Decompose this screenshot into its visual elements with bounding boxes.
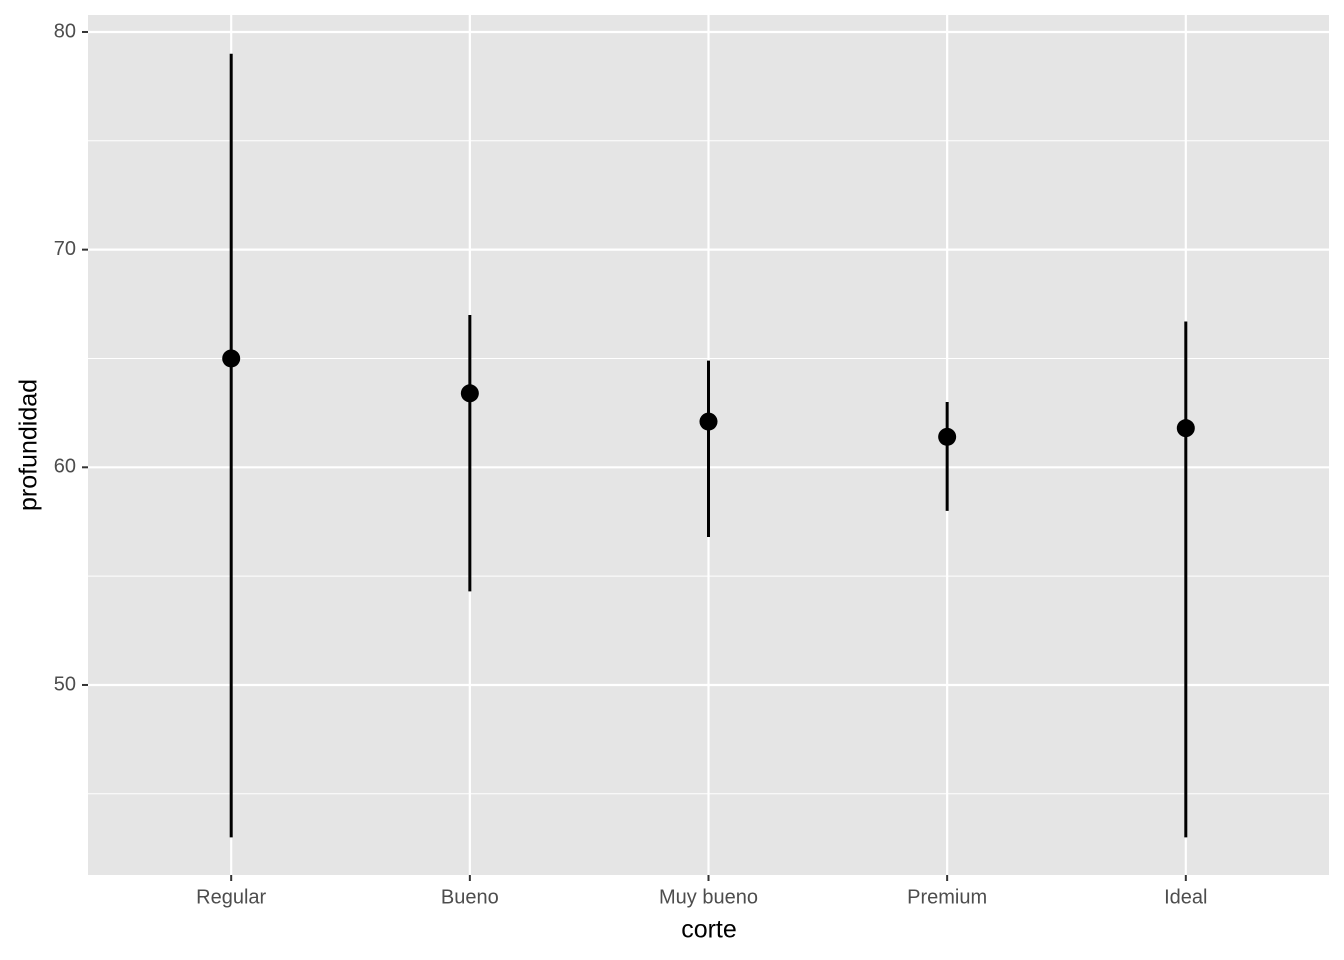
y-tick-label: 50 <box>54 673 76 695</box>
x-tick-label: Ideal <box>1164 886 1207 908</box>
point <box>699 412 718 431</box>
point <box>1176 419 1195 438</box>
x-tick-label: Premium <box>907 886 987 908</box>
x-tick-label: Muy bueno <box>659 886 758 908</box>
y-tick-label: 60 <box>54 456 76 478</box>
x-tick-label: Bueno <box>441 886 499 908</box>
x-axis-title: corte <box>681 916 737 944</box>
point <box>222 349 241 368</box>
x-tick-label: Regular <box>196 886 266 908</box>
y-tick-label: 80 <box>54 20 76 42</box>
y-tick-label: 70 <box>54 238 76 260</box>
marks <box>222 53 1195 838</box>
point <box>460 384 479 403</box>
y-axis-title: profundidad <box>15 379 43 511</box>
point <box>938 427 957 446</box>
